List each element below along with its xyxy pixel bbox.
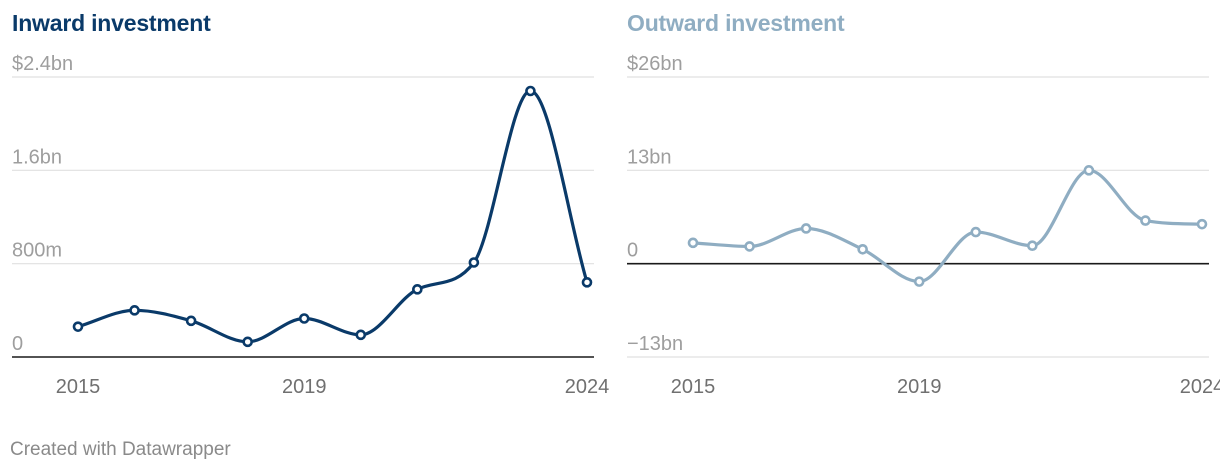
outward-data-point <box>1196 218 1208 230</box>
outward-data-point <box>800 223 812 234</box>
outward-data-point <box>913 276 925 287</box>
outward-data-point <box>1083 165 1095 176</box>
outward-data-point <box>1027 240 1038 252</box>
inward-data-point <box>468 257 480 268</box>
inward-y-tick-label: 0 <box>12 333 23 355</box>
outward-data-point <box>744 241 755 252</box>
inward-data-point <box>412 284 423 295</box>
outward-data-point <box>970 226 982 238</box>
inward-investment-chart: $2.4bn 1.6bn 800m 0 2015 2019 2024 Inward inve… <box>0 0 610 410</box>
footer-credit: Created with Datawrapper <box>10 439 231 460</box>
inward-investment-plot: $2.4bn 1.6bn 800m 0 2015 2019 2024 <box>12 53 610 398</box>
inward-series-line <box>76 89 589 344</box>
inward-x-tick-label: 2024 <box>565 376 610 398</box>
outward-investment-plot: $26bn 13bn 0 −13bn 2015 2019 2024 <box>627 53 1220 398</box>
inward-data-point <box>72 321 84 332</box>
inward-x-tick-label: 2015 <box>56 376 101 398</box>
outward-series-line <box>691 168 1204 284</box>
outward-x-tick-label: 2019 <box>897 376 942 398</box>
outward-chart-title: Outward investment <box>627 10 845 36</box>
outward-data-point <box>687 237 699 249</box>
inward-chart-title: Inward investment <box>12 10 211 36</box>
inward-y-tick-label: $2.4bn <box>12 53 73 75</box>
outward-y-tick-label: 0 <box>627 240 638 262</box>
inward-data-point <box>242 336 253 348</box>
outward-y-tick-label: $26bn <box>627 53 683 75</box>
outward-data-point <box>1140 215 1151 226</box>
inward-data-point <box>355 329 367 341</box>
inward-data-point <box>185 315 197 327</box>
outward-investment-chart: $26bn 13bn 0 −13bn 2015 2019 2024 Outward inve… <box>615 0 1220 410</box>
inward-y-tick-label: 800m <box>12 240 62 262</box>
outward-data-point <box>857 244 868 255</box>
inward-x-tick-label: 2019 <box>282 376 327 398</box>
inward-data-point <box>129 305 140 316</box>
outward-y-tick-label: −13bn <box>627 333 683 355</box>
inward-y-tick-label: 1.6bn <box>12 146 62 168</box>
outward-x-tick-label: 2024 <box>1180 376 1220 398</box>
inward-data-point <box>525 85 536 97</box>
outward-x-tick-label: 2015 <box>671 376 716 398</box>
outward-y-tick-label: 13bn <box>627 146 672 168</box>
inward-data-point <box>298 313 310 324</box>
inward-data-point <box>581 277 593 288</box>
